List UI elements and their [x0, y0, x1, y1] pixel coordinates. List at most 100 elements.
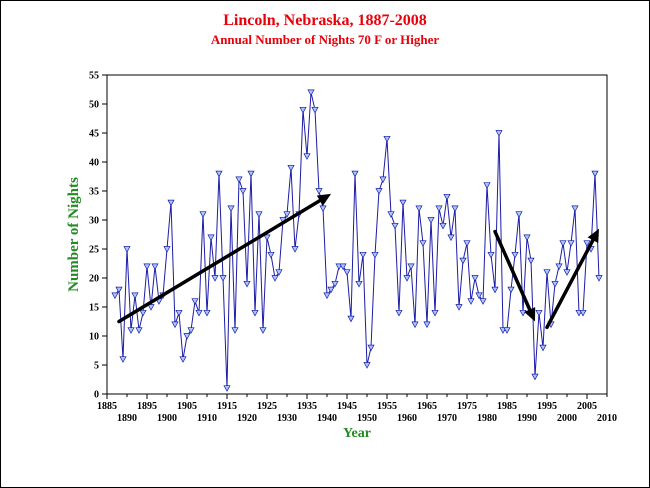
- y-tick-label: 25: [89, 245, 99, 256]
- y-tick-label: 20: [89, 274, 99, 285]
- data-point: [171, 321, 179, 329]
- y-tick-label: 35: [89, 187, 99, 198]
- data-point: [459, 257, 467, 265]
- data-point: [151, 263, 159, 271]
- trend-arrow-shaft: [545, 238, 595, 330]
- data-point: [259, 327, 267, 334]
- x-tick-label: 1980: [477, 413, 497, 424]
- data-point: [343, 269, 351, 276]
- y-tick-label: 50: [89, 100, 99, 111]
- data-point: [223, 385, 231, 392]
- x-tick-label: 1955: [377, 401, 397, 412]
- x-tick-label: 1890: [117, 413, 137, 424]
- data-point: [339, 263, 347, 271]
- data-point: [371, 251, 379, 259]
- data-point: [227, 205, 235, 213]
- data-point: [111, 292, 119, 300]
- data-point: [439, 222, 447, 230]
- data-point: [143, 263, 151, 271]
- data-point: [491, 286, 499, 294]
- data-point: [403, 275, 411, 282]
- x-axis: 1885 1895 1905 1915 1925 1935 1945 1955 1965 1975…: [97, 394, 617, 424]
- data-point: [535, 309, 543, 317]
- data-point: [203, 309, 211, 317]
- data-point: [583, 240, 591, 247]
- data-point: [455, 304, 463, 311]
- y-tick-label: 40: [89, 158, 99, 169]
- data-point: [187, 327, 195, 334]
- data-point: [127, 327, 135, 334]
- data-point: [355, 280, 363, 288]
- data-point: [307, 89, 315, 97]
- data-point: [379, 176, 387, 184]
- data-point: [271, 275, 279, 282]
- data-point: [539, 344, 547, 352]
- data-point: [507, 286, 515, 294]
- data-point: [327, 286, 335, 294]
- data-point: [467, 298, 475, 305]
- data-point: [255, 211, 263, 218]
- data-point: [563, 269, 571, 276]
- x-tick-label: 1945: [337, 401, 357, 412]
- trend-arrow-shaft: [493, 229, 532, 312]
- data-point: [211, 275, 219, 282]
- data-point: [195, 309, 203, 317]
- data-point: [451, 205, 459, 213]
- data-point: [191, 298, 199, 305]
- x-axis-title: Year: [343, 426, 371, 441]
- data-point: [179, 356, 187, 363]
- y-tick-label: 55: [89, 71, 99, 82]
- data-point: [319, 205, 327, 213]
- data-point: [543, 269, 551, 276]
- data-point: [375, 188, 383, 195]
- data-point: [387, 211, 395, 218]
- data-point: [163, 246, 171, 253]
- x-tick-label: 1895: [137, 401, 157, 412]
- data-point: [283, 211, 291, 218]
- data-point: [299, 106, 307, 114]
- chart-title: Lincoln, Nebraska, 1887-2008: [223, 12, 427, 29]
- data-point: [463, 240, 471, 247]
- data-point: [239, 188, 247, 195]
- x-tick-label: 1970: [437, 413, 457, 424]
- x-tick-label: 2000: [557, 413, 577, 424]
- data-point: [531, 373, 539, 381]
- data-point: [323, 292, 331, 300]
- x-tick-label: 1915: [217, 401, 237, 412]
- y-tick-label: 30: [89, 216, 99, 227]
- y-tick-label: 0: [94, 390, 99, 401]
- data-point: [503, 327, 511, 334]
- data-point: [407, 263, 415, 271]
- data-point: [567, 240, 575, 247]
- data-point: [347, 315, 355, 323]
- data-point: [243, 280, 251, 288]
- data-point: [331, 280, 339, 288]
- x-tick-label: 1950: [357, 413, 377, 424]
- data-point: [267, 251, 275, 259]
- y-axis-title: Number of Nights: [66, 177, 82, 292]
- data-point: [215, 170, 223, 178]
- data-point: [487, 251, 495, 259]
- data-point: [135, 327, 143, 334]
- trend-arrow-head: [524, 307, 536, 322]
- data-point: [447, 234, 455, 242]
- data-point: [579, 309, 587, 317]
- x-tick-label: 1930: [277, 413, 297, 424]
- x-tick-label: 1885: [97, 401, 117, 412]
- data-point: [147, 304, 155, 311]
- x-tick-label: 1990: [517, 413, 537, 424]
- data-point: [591, 170, 599, 178]
- data-point: [483, 182, 491, 189]
- data-point: [367, 344, 375, 352]
- x-tick-label: 1905: [177, 401, 197, 412]
- data-point: [175, 309, 183, 317]
- data-point: [351, 170, 359, 178]
- data-point: [119, 356, 127, 363]
- y-tick-label: 45: [89, 129, 99, 140]
- x-tick-label: 1935: [297, 401, 317, 412]
- x-tick-label: 1925: [257, 401, 277, 412]
- x-tick-label: 1985: [497, 401, 517, 412]
- y-tick-label: 15: [89, 303, 99, 314]
- data-point: [287, 164, 295, 172]
